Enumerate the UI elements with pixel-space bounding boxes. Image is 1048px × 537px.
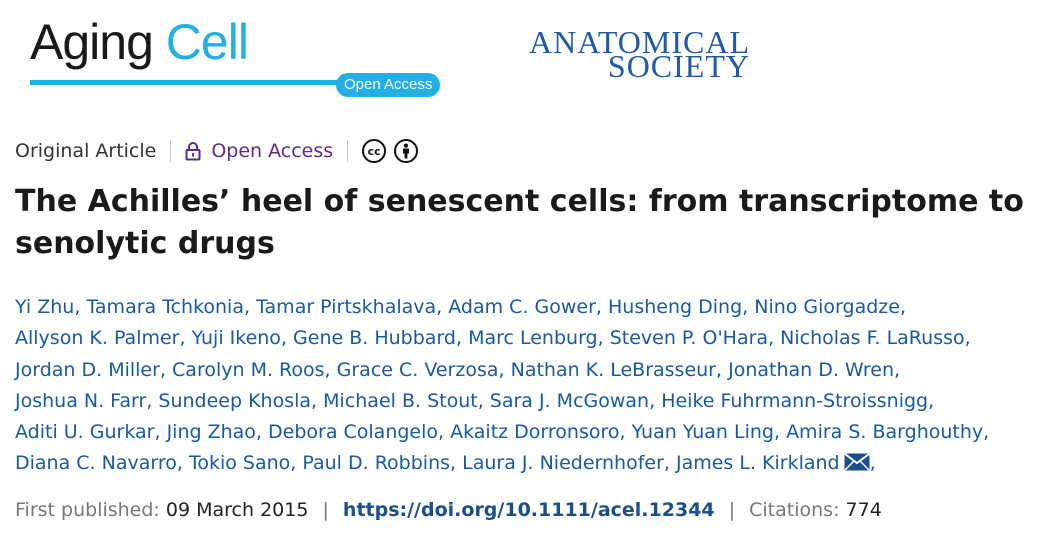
author-link[interactable]: Nathan K. LeBrasseur bbox=[510, 358, 716, 381]
author-link[interactable]: Laura J. Niedernhofer bbox=[462, 452, 664, 475]
author-link[interactable]: Michael B. Stout bbox=[323, 389, 478, 412]
divider bbox=[347, 140, 349, 162]
lock-icon bbox=[185, 141, 201, 161]
author-link[interactable]: Adam C. Gower bbox=[448, 296, 596, 318]
author-separator: , bbox=[595, 296, 609, 318]
author-link[interactable]: Jordan D. Miller bbox=[15, 358, 160, 381]
anatomical-society-logo[interactable]: ANATOMICAL SOCIETY bbox=[484, 24, 750, 84]
citations-label[interactable]: Citations: bbox=[749, 499, 840, 521]
author-separator: , bbox=[280, 327, 294, 350]
author-separator: , bbox=[243, 296, 257, 318]
author-separator: , bbox=[597, 327, 610, 350]
author-link[interactable]: Marc Lenburg bbox=[468, 327, 598, 350]
author-separator: , bbox=[983, 421, 990, 444]
author-separator: , bbox=[768, 327, 781, 350]
author-separator: , bbox=[928, 389, 935, 412]
article-title: The Achilles’ heel of senescent cells: f… bbox=[15, 184, 1024, 261]
journal-logo-underline bbox=[30, 80, 340, 85]
first-published-date: 09 March 2015 bbox=[165, 499, 309, 521]
author-separator: , bbox=[436, 296, 449, 318]
author-link[interactable]: Akaitz Dorronsoro bbox=[450, 421, 620, 444]
author-separator: , bbox=[477, 389, 490, 412]
author-separator: , bbox=[146, 389, 159, 412]
author-link[interactable]: Husheng Ding bbox=[608, 296, 743, 318]
article-meta: Original Article Open Access cc bbox=[15, 137, 419, 165]
author-separator: , bbox=[179, 327, 192, 350]
first-published-label: First published: bbox=[15, 499, 160, 521]
author-link[interactable]: Yi Zhu bbox=[15, 296, 75, 318]
license-icons[interactable]: cc bbox=[362, 139, 419, 163]
email-icon[interactable] bbox=[844, 453, 870, 472]
author-link[interactable]: Carolyn M. Roos bbox=[172, 358, 325, 381]
author-separator: , bbox=[290, 452, 303, 475]
society-line1: ANATOMICAL bbox=[529, 24, 750, 60]
journal-name-aging: Aging bbox=[30, 14, 154, 70]
author-link[interactable]: Tokio Sano bbox=[188, 452, 291, 475]
divider bbox=[170, 140, 172, 162]
author-link[interactable]: Tamar Pirtskhalava bbox=[256, 296, 437, 318]
author-link[interactable]: Sara J. McGowan bbox=[489, 389, 650, 412]
author-separator: , bbox=[255, 421, 269, 444]
author-separator: , bbox=[964, 327, 971, 350]
author-separator: , bbox=[894, 358, 901, 381]
author-separator: , bbox=[619, 421, 632, 444]
author-list: Yi Zhu, Tamara Tchkonia, Tamar Pirtskhal… bbox=[15, 292, 1035, 480]
journal-header: Aging Cell Open Access ANATOMICAL SOCIET… bbox=[0, 0, 1048, 110]
author-separator: , bbox=[455, 327, 469, 350]
cc-icon: cc bbox=[362, 139, 387, 163]
author-link[interactable]: Diana C. Navarro bbox=[15, 452, 177, 475]
author-separator: , bbox=[176, 452, 189, 475]
author-link[interactable]: Jonathan D. Wren bbox=[728, 358, 894, 381]
author-link[interactable]: Heike Fuhrmann-Stroissnigg bbox=[661, 389, 929, 412]
author-separator: , bbox=[742, 296, 755, 318]
journal-name-cell: Cell bbox=[165, 14, 249, 70]
author-link[interactable]: Grace C. Verzosa bbox=[336, 358, 499, 381]
author-separator: , bbox=[450, 452, 463, 475]
author-separator: , bbox=[649, 389, 662, 412]
author-separator: , bbox=[438, 421, 451, 444]
author-link[interactable]: Gene B. Hubbard bbox=[293, 327, 456, 350]
doi-link[interactable]: https://doi.org/10.1111/acel.12344 bbox=[342, 499, 715, 521]
author-link[interactable]: Tamara Tchkonia bbox=[86, 296, 244, 318]
open-access-label[interactable]: Open Access bbox=[211, 140, 334, 162]
author-separator: , bbox=[773, 421, 787, 444]
article-type: Original Article bbox=[15, 140, 157, 162]
author-separator: , bbox=[663, 452, 676, 475]
author-link[interactable]: Paul D. Robbins bbox=[302, 452, 451, 475]
author-separator: , bbox=[154, 421, 167, 444]
journal-logo[interactable]: Aging Cell bbox=[30, 12, 249, 72]
author-link[interactable]: Yuan Yuan Ling bbox=[631, 421, 774, 444]
author-separator: , bbox=[869, 452, 876, 475]
author-link[interactable]: Steven P. O'Hara bbox=[609, 327, 769, 350]
author-link[interactable]: Sundeep Khosla bbox=[158, 389, 312, 412]
author-separator: , bbox=[311, 389, 324, 412]
author-link[interactable]: Aditi U. Gurkar bbox=[15, 421, 155, 444]
author-separator: , bbox=[716, 358, 729, 381]
author-link[interactable]: Debora Colangelo bbox=[268, 421, 439, 444]
open-access-badge: Open Access bbox=[336, 73, 441, 97]
author-separator: , bbox=[498, 358, 511, 381]
author-link[interactable]: Jing Zhao bbox=[166, 421, 256, 444]
author-link[interactable]: Amira S. Barghouthy bbox=[786, 421, 984, 444]
society-line2: SOCIETY bbox=[607, 48, 750, 84]
publication-info: First published: 09 March 2015 | https:/… bbox=[15, 496, 882, 524]
author-link[interactable]: Joshua N. Farr bbox=[15, 389, 147, 412]
author-separator: , bbox=[159, 358, 173, 381]
author-link[interactable]: Yuji Ikeno bbox=[191, 327, 281, 350]
author-separator: , bbox=[324, 358, 337, 381]
author-link[interactable]: Allyson K. Palmer bbox=[15, 327, 180, 350]
author-link[interactable]: James L. Kirkland bbox=[675, 452, 840, 475]
author-link[interactable]: Nicholas F. LaRusso bbox=[780, 327, 965, 350]
author-separator: , bbox=[74, 296, 87, 318]
separator: | bbox=[322, 499, 329, 521]
separator: | bbox=[728, 499, 736, 521]
author-link[interactable]: Nino Giorgadze bbox=[754, 296, 900, 318]
citations-count[interactable]: 774 bbox=[845, 499, 882, 521]
author-separator: , bbox=[899, 296, 907, 318]
by-attribution-icon bbox=[394, 139, 419, 163]
